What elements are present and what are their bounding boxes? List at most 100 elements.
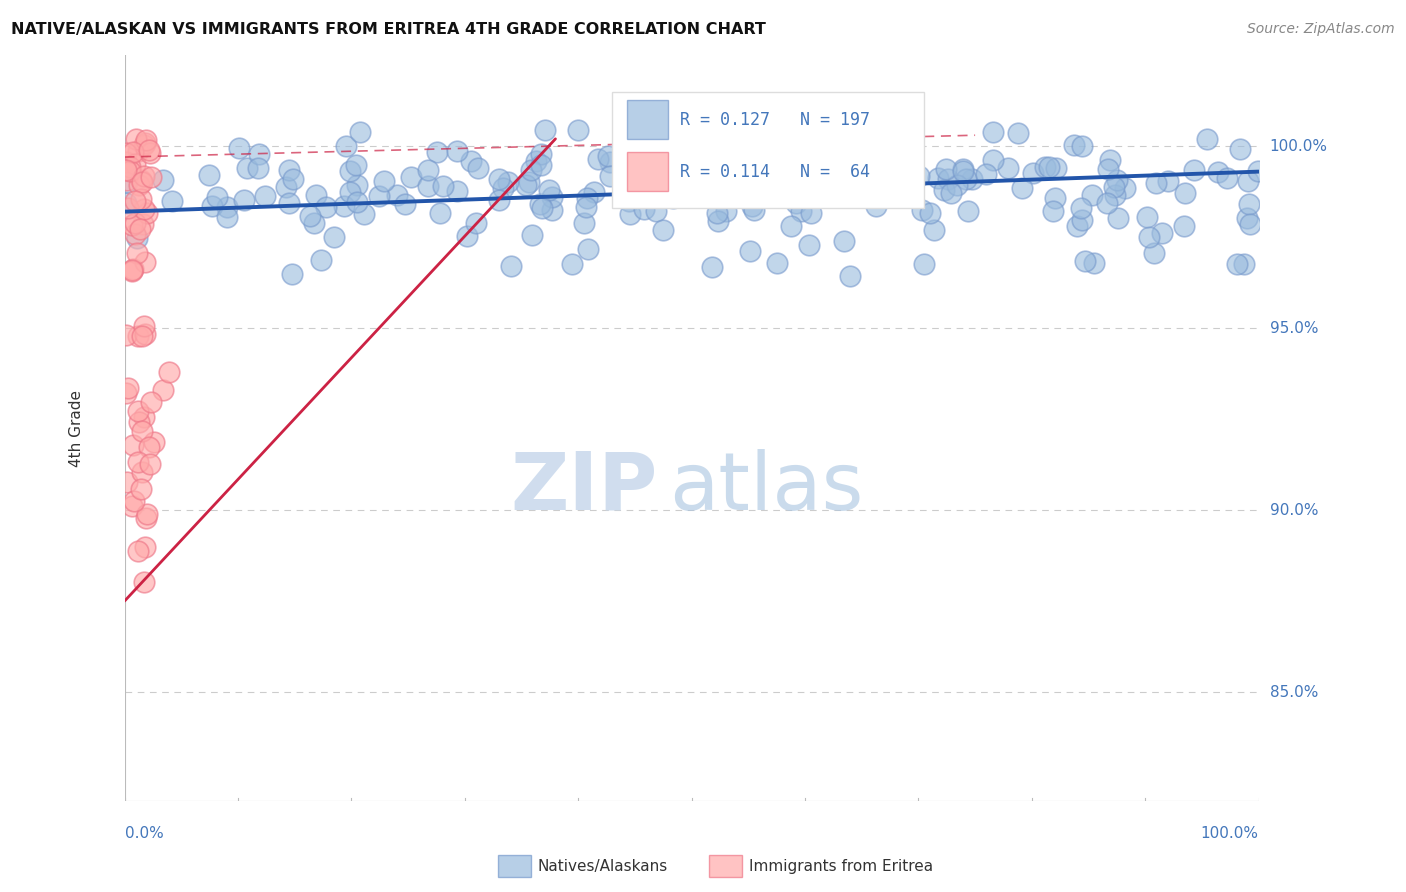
Point [1097,162,1119,177]
Point [561,257,583,271]
Point [520,163,543,178]
Point [426,145,449,160]
Point [131,425,153,439]
Point [537,183,560,197]
Point [118,161,141,175]
Point [138,440,160,454]
Point [135,133,157,147]
Point [198,169,221,183]
Point [730,174,752,188]
Point [115,173,138,187]
Point [1182,163,1205,178]
Point [731,163,754,178]
Point [134,326,156,341]
Point [121,145,143,159]
Point [124,157,146,171]
Point [114,155,136,169]
Point [141,169,163,184]
Point [157,365,180,379]
Point [215,200,238,214]
Point [1107,211,1129,225]
Point [742,202,765,217]
Point [935,161,957,176]
Point [465,215,488,229]
Point [780,219,803,233]
Point [741,199,763,213]
Point [488,171,510,186]
Point [799,237,821,252]
Point [692,182,714,196]
Point [517,175,540,189]
Point [1137,229,1160,244]
Point [955,172,977,186]
Point [492,181,515,195]
Point [1045,191,1067,205]
Point [804,171,827,186]
Point [134,202,156,217]
Point [344,158,367,172]
Point [368,188,391,202]
Point [1063,137,1085,152]
Point [127,455,149,469]
Point [952,162,974,177]
Point [918,206,941,220]
Point [132,138,155,153]
Point [333,199,356,213]
Point [865,198,887,212]
Point [619,194,641,208]
Point [858,169,880,184]
Point [498,175,520,189]
Point [121,264,143,278]
Point [633,202,655,216]
Point [1174,186,1197,201]
Point [636,181,658,195]
Point [1236,211,1258,226]
Point [598,149,620,163]
Point [418,162,440,177]
Point [1233,256,1256,270]
Point [128,415,150,429]
FancyBboxPatch shape [627,100,668,139]
Point [515,178,537,192]
Point [346,178,368,192]
Point [228,141,250,155]
Point [460,154,482,169]
Point [131,465,153,479]
Point [315,200,337,214]
Point [1229,142,1251,156]
Point [127,144,149,158]
Point [1007,126,1029,140]
Point [353,206,375,220]
Point [129,173,152,187]
Point [664,148,686,162]
Point [1173,219,1195,233]
Point [349,125,371,139]
Point [136,508,159,522]
Point [599,155,621,169]
Point [152,383,174,397]
Point [707,214,730,228]
Point [789,162,811,177]
Point [946,178,969,192]
Point [127,231,149,245]
Point [125,132,148,146]
Point [139,394,162,409]
Point [695,159,717,173]
Point [838,269,860,284]
Point [576,243,599,257]
Point [1066,219,1088,233]
Point [152,173,174,187]
Point [981,126,1004,140]
Text: Natives/Alaskans: Natives/Alaskans [537,859,668,873]
Point [121,261,143,276]
Point [572,216,595,230]
Point [129,192,152,206]
Point [235,161,257,175]
Point [1097,195,1119,210]
Point [1011,181,1033,195]
Point [927,170,949,185]
Point [728,186,751,200]
Text: R = 0.127   N = 197: R = 0.127 N = 197 [681,112,870,129]
Point [488,193,510,207]
Point [1071,213,1094,227]
